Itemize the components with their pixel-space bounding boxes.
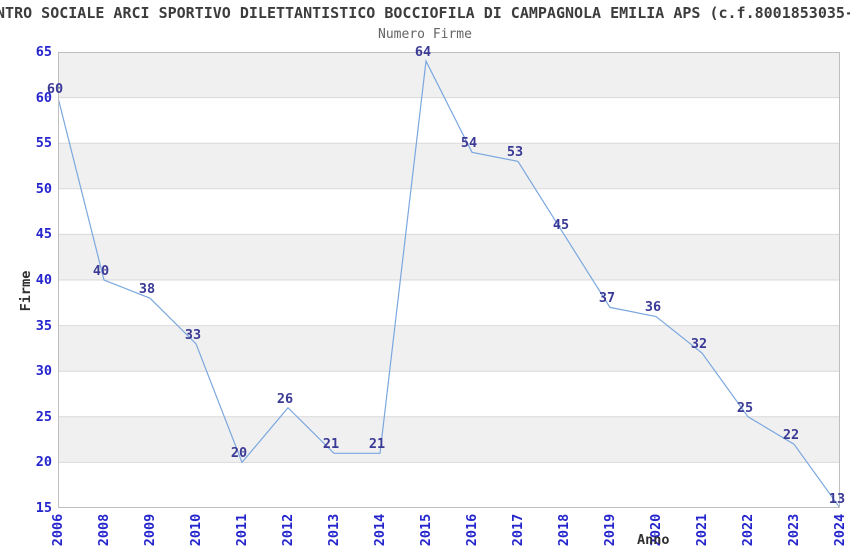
plot-band xyxy=(58,188,840,235)
plot-svg xyxy=(58,52,840,508)
data-label: 54 xyxy=(460,135,478,152)
y-axis-title: Firme xyxy=(18,270,34,312)
plot-band xyxy=(58,371,840,417)
x-tick-label: 2022 xyxy=(740,513,756,547)
y-tick-label: 40 xyxy=(35,272,52,288)
data-label: 26 xyxy=(276,390,294,407)
data-label: 60 xyxy=(46,80,64,97)
y-tick-label: 60 xyxy=(35,89,52,106)
x-tick-label: 2017 xyxy=(510,513,526,547)
x-tick-label: 2012 xyxy=(280,513,296,547)
x-tick-label: 2024 xyxy=(832,513,848,547)
data-label: 25 xyxy=(736,399,754,416)
plot-band xyxy=(58,325,840,372)
plot-area xyxy=(58,52,840,508)
x-tick-label: 2006 xyxy=(50,513,66,547)
x-tick-label: 2008 xyxy=(96,513,112,547)
plot-band xyxy=(58,234,840,280)
data-label: 38 xyxy=(138,281,156,298)
y-tick-label: 25 xyxy=(35,408,52,425)
chart-title-row: NTRO SOCIALE ARCI SPORTIVO DILETTANTISTI… xyxy=(0,4,850,22)
x-tick-label: 2021 xyxy=(694,513,710,547)
data-label: 32 xyxy=(690,335,708,352)
data-label: 20 xyxy=(230,445,248,462)
x-tick-label: 2019 xyxy=(602,513,618,547)
plot-band xyxy=(58,52,840,98)
y-tick-label: 45 xyxy=(35,226,52,243)
data-label: 37 xyxy=(598,290,616,307)
plot-frame xyxy=(58,52,840,508)
chart-title: NTRO SOCIALE ARCI SPORTIVO DILETTANTISTI… xyxy=(0,4,850,22)
plot-band xyxy=(58,280,840,326)
plot-band xyxy=(58,143,840,189)
data-label: 33 xyxy=(184,326,202,343)
data-label: 53 xyxy=(506,144,524,161)
y-tick-label: 50 xyxy=(35,180,52,197)
data-label: 22 xyxy=(782,427,800,444)
x-tick-label: 2023 xyxy=(786,513,802,547)
line-series xyxy=(58,59,840,508)
y-tick-label: 55 xyxy=(35,135,52,152)
x-tick-label: 2015 xyxy=(418,513,434,547)
x-axis-title: Anno xyxy=(637,532,670,548)
data-label: 21 xyxy=(322,436,340,453)
x-tick-label: 2014 xyxy=(372,513,388,547)
y-tick-label: 20 xyxy=(35,454,52,471)
data-label: 45 xyxy=(552,217,570,234)
x-tick-label: 2013 xyxy=(326,513,342,547)
plot-band xyxy=(58,462,840,508)
data-label: 64 xyxy=(414,44,432,61)
plot-band xyxy=(58,97,840,144)
data-label: 40 xyxy=(92,263,110,279)
x-tick-label: 2016 xyxy=(464,513,480,547)
chart-subtitle: Numero Firme xyxy=(378,27,472,42)
data-label: 21 xyxy=(368,436,386,453)
data-label: 36 xyxy=(644,299,662,316)
plot-band xyxy=(58,416,840,463)
x-tick-label: 2011 xyxy=(234,513,250,547)
y-tick-label: 35 xyxy=(35,317,52,334)
x-tick-label: 2010 xyxy=(188,513,204,547)
x-tick-label: 2018 xyxy=(556,513,572,547)
data-label: 13 xyxy=(828,491,846,507)
y-tick-label: 65 xyxy=(35,44,52,60)
y-tick-label: 15 xyxy=(35,500,52,516)
x-tick-label: 2009 xyxy=(142,513,158,547)
y-tick-label: 30 xyxy=(35,363,52,380)
